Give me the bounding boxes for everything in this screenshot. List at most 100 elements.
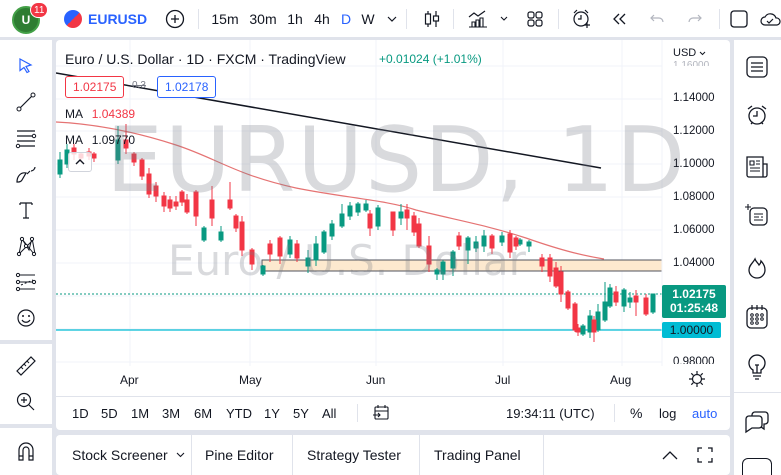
range-ytd[interactable]: YTD <box>226 405 252 421</box>
utc-clock[interactable]: 19:34:11 (UTC) <box>506 405 595 421</box>
ma-legend-2[interactable]: MA 1.09770 <box>65 133 135 147</box>
maximize-panel-button[interactable] <box>696 435 714 475</box>
chevron-down-icon <box>500 16 508 21</box>
alerts-button[interactable] <box>742 100 772 130</box>
currency-dropdown[interactable]: USD <box>673 47 706 59</box>
symbol-name: EURUSD <box>88 10 148 27</box>
gear-icon <box>689 371 705 387</box>
range-6m[interactable]: 6M <box>194 405 213 421</box>
layout-button[interactable] <box>524 0 546 37</box>
zoom-tool[interactable] <box>12 388 40 416</box>
screener-widget-button[interactable] <box>742 200 772 230</box>
fullscreen-toggle-button[interactable] <box>728 0 750 37</box>
range-3m[interactable]: 3M <box>162 405 181 421</box>
rewind-icon <box>613 13 626 24</box>
interval-30m[interactable]: 30m <box>249 10 277 27</box>
time-axis-label: Aug <box>610 373 632 387</box>
trend-line-tool[interactable] <box>12 88 40 116</box>
fib-tool[interactable] <box>12 124 40 152</box>
measure-tool[interactable] <box>12 352 40 380</box>
replay-button[interactable] <box>609 0 631 37</box>
price-axis-label: 1.04000 <box>673 257 715 269</box>
chart-panel[interactable]: EURUSD, 1D Euro / U.S. Dollar Euro / U.S… <box>56 40 730 430</box>
calendar-button[interactable] <box>742 302 772 332</box>
chart-legend-title[interactable]: Euro / U.S. Dollar · 1D · FXCM · Trading… <box>65 51 346 67</box>
magnet-tool[interactable] <box>12 438 40 466</box>
watermark-description: Euro / U.S. Dollar <box>168 236 526 285</box>
price-axis-label: 0.98000 <box>673 356 715 364</box>
tab-trading-panel[interactable]: Trading Panel <box>434 447 521 463</box>
alert-button[interactable] <box>570 0 594 37</box>
forecast-icon <box>15 272 37 292</box>
cursor-tool[interactable] <box>12 52 40 80</box>
range-5d[interactable]: 5D <box>101 405 118 421</box>
chats-button[interactable] <box>742 408 772 438</box>
interval-dropdown[interactable] <box>383 0 401 37</box>
pattern-icon <box>16 236 37 257</box>
indicators-dropdown[interactable] <box>497 0 511 37</box>
redo-icon <box>688 14 702 22</box>
hotlists-button[interactable] <box>742 252 772 282</box>
time-axis-label: Jul <box>495 373 511 387</box>
auto-scale-toggle[interactable]: auto <box>692 405 718 421</box>
grid-layout-icon <box>527 10 543 27</box>
range-1d[interactable]: 1D <box>72 405 89 421</box>
price-chart[interactable] <box>56 40 730 396</box>
collapse-panel-button[interactable] <box>662 435 678 475</box>
prediction-tool[interactable] <box>12 268 40 296</box>
ideas-button[interactable] <box>742 352 772 382</box>
chart-type-button[interactable] <box>420 0 444 37</box>
range-1m[interactable]: 1M <box>131 405 150 421</box>
symbol-search-button[interactable]: EURUSD <box>64 0 147 37</box>
flame-icon <box>748 257 766 279</box>
range-5y[interactable]: 5Y <box>293 405 309 421</box>
tab-stock-screener[interactable]: Stock Screener <box>72 435 185 475</box>
brush-tool[interactable] <box>12 160 40 188</box>
last-price: 1.02175 <box>672 287 716 301</box>
redo-button[interactable] <box>686 0 704 37</box>
tab-pine-editor[interactable]: Pine Editor <box>205 447 274 463</box>
indicators-icon <box>468 10 487 28</box>
plus-circle-icon <box>165 9 185 28</box>
candles-icon <box>424 10 440 27</box>
tab-strategy-tester[interactable]: Strategy Tester <box>307 447 401 463</box>
sell-price-button[interactable]: 1.02175 <box>65 76 125 98</box>
chart-settings-button[interactable] <box>688 370 706 393</box>
collapse-legend-button[interactable] <box>68 152 92 172</box>
news-button[interactable] <box>742 152 772 182</box>
price-axis-label: 1.06000 <box>673 224 715 236</box>
pattern-tool[interactable] <box>12 232 40 260</box>
interval-4h[interactable]: 4h <box>314 10 330 27</box>
ma-label: MA <box>65 133 83 147</box>
right-widget-bar <box>734 40 781 475</box>
top-toolbar: U 11 EURUSD 15m 30m 1h 4h D W <box>0 0 781 37</box>
interval-15m[interactable]: 15m <box>211 10 239 27</box>
indicators-button[interactable] <box>465 0 491 37</box>
undo-icon <box>650 14 664 22</box>
interval-d[interactable]: D <box>340 10 352 27</box>
compare-symbol-button[interactable] <box>162 0 188 37</box>
range-1y[interactable]: 1Y <box>264 405 280 421</box>
time-axis-label: May <box>239 373 262 387</box>
watchlist-button[interactable] <box>742 52 772 82</box>
interval-1h[interactable]: 1h <box>287 10 303 27</box>
spread-value: 0.3 <box>132 80 146 91</box>
undo-button[interactable] <box>648 0 666 37</box>
tab-label: Stock Screener <box>72 447 168 463</box>
interval-w[interactable]: W <box>361 10 375 27</box>
help-button[interactable] <box>742 458 772 475</box>
chat-bubbles-icon <box>745 411 769 434</box>
percent-scale-toggle[interactable]: % <box>630 405 643 421</box>
go-to-date-button[interactable] <box>372 396 390 430</box>
icon-tool[interactable] <box>12 304 40 332</box>
list-icon <box>746 56 768 78</box>
log-scale-toggle[interactable]: log <box>659 405 677 421</box>
ma-legend-1[interactable]: MA 1.04389 <box>65 107 135 121</box>
range-all[interactable]: All <box>322 405 337 421</box>
time-axis-label: Jun <box>366 373 386 387</box>
text-tool[interactable] <box>12 196 40 224</box>
brush-icon <box>16 166 36 183</box>
save-cloud-button[interactable] <box>758 0 781 37</box>
lightbulb-icon <box>748 354 766 380</box>
buy-price-button[interactable]: 1.02178 <box>157 76 217 98</box>
